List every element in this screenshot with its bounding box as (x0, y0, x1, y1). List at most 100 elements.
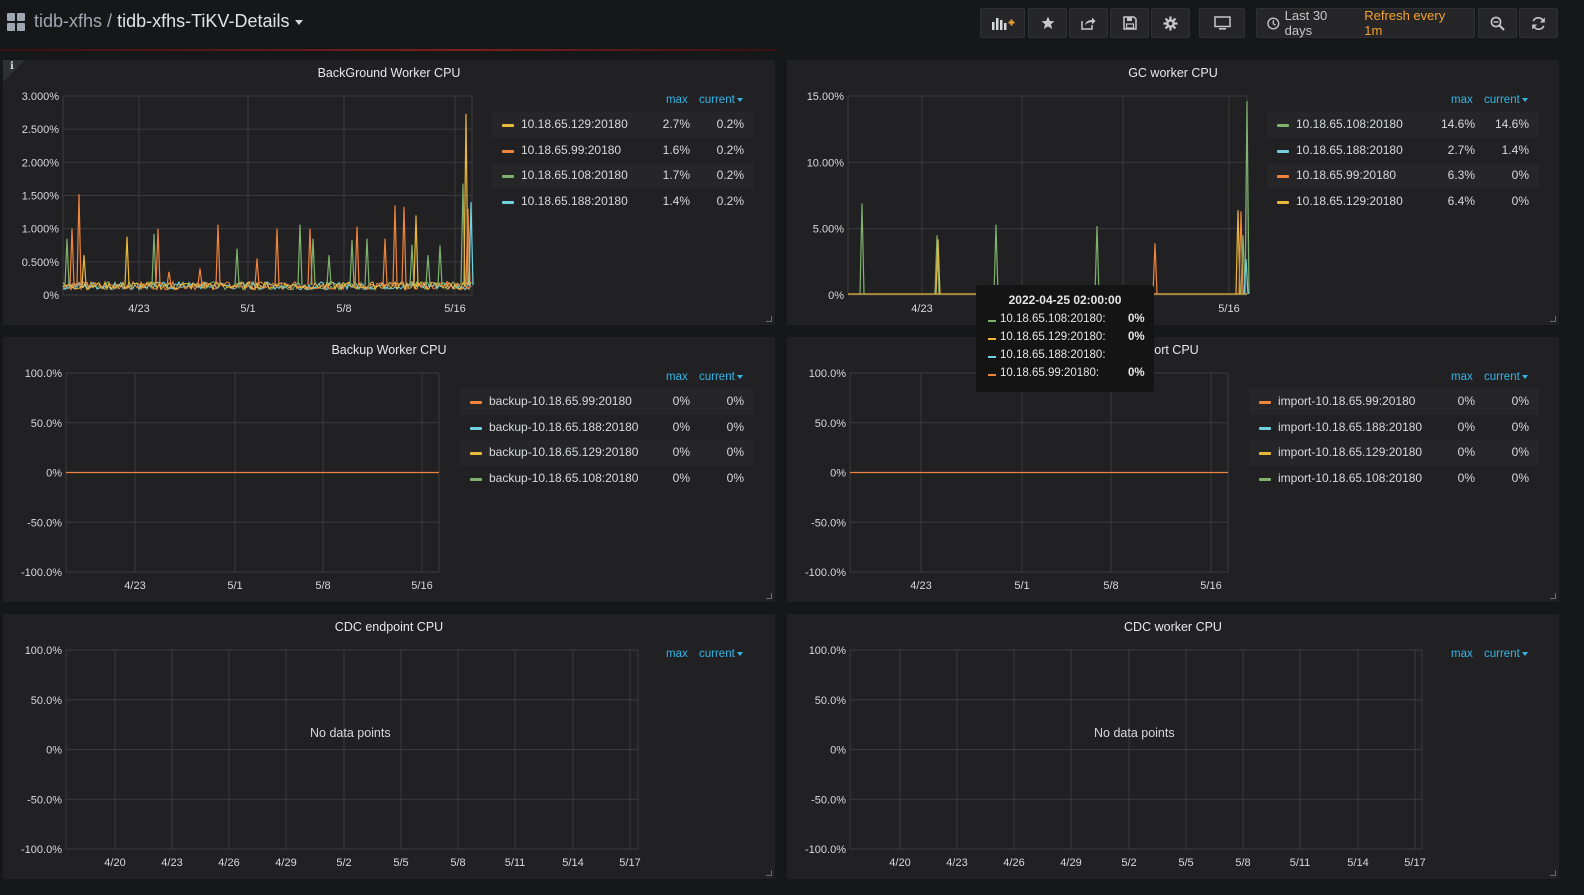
legend-sort-max[interactable]: max (666, 648, 688, 660)
graph-plot[interactable]: 100.0% 50.0% 0% -50.0% -100.0% 4/20 4/23 4/26 4/… (3, 614, 775, 879)
add-panel-button[interactable] (980, 8, 1025, 38)
series-spike (437, 245, 443, 286)
legend-item[interactable]: 10.18.65.99:20180 1.6% 0.2% (492, 138, 754, 164)
panel-title[interactable]: port CPU (1147, 343, 1199, 357)
graph-plot[interactable]: 3.000% 2.500% 2.000% 1.500% 1.000% 0.500% 0% 4/… (3, 60, 775, 325)
resize-handle[interactable] (1550, 316, 1556, 322)
panel-title[interactable]: GC worker CPU (1128, 66, 1218, 80)
tv-mode-button[interactable] (1199, 8, 1245, 38)
series-swatch (1259, 478, 1271, 482)
x-tick-label: 5/2 (1121, 857, 1136, 869)
legend-sort-current[interactable]: current (699, 371, 743, 383)
x-tick-label: 5/1 (227, 580, 242, 592)
folder-link[interactable]: tidb-xfhs (34, 11, 103, 31)
star-button[interactable] (1028, 8, 1067, 38)
series-spike (197, 268, 203, 286)
legend-sort-max[interactable]: max (666, 371, 688, 383)
legend-sort-current[interactable]: current (1484, 371, 1528, 383)
legend-item[interactable]: import-10.18.65.108:20180 0% 0% (1249, 466, 1539, 492)
info-icon[interactable]: i (10, 61, 14, 72)
legend-item[interactable]: 10.18.65.99:20180 6.3% 0% (1267, 163, 1539, 190)
settings-icon (1163, 15, 1178, 31)
resize-handle[interactable] (1550, 593, 1556, 599)
legend-sort-current[interactable]: current (699, 648, 743, 660)
legend-sort-current[interactable]: current (1484, 648, 1528, 660)
legend-item[interactable]: import-10.18.65.188:20180 0% 0% (1249, 415, 1539, 441)
time-range-picker[interactable]: Last 30 days Refresh every 1m (1256, 8, 1475, 38)
settings-button[interactable] (1151, 8, 1190, 38)
resize-handle[interactable] (766, 870, 772, 876)
series-spike (274, 228, 280, 286)
resize-handle[interactable] (766, 593, 772, 599)
graph-panel: i BackGround Worker CPU 3.000% 2.500% 2.000%… (3, 60, 775, 325)
legend-header: max current (1249, 371, 1539, 389)
legend-sort-max[interactable]: max (1451, 94, 1473, 106)
legend-item[interactable]: backup-10.18.65.99:20180 0% 0% (460, 389, 754, 415)
series-spike (1244, 101, 1250, 295)
series-swatch (470, 478, 482, 482)
legend-item[interactable]: 10.18.65.129:20180 6.4% 0% (1267, 189, 1539, 215)
tooltip-row: 10.18.65.129:20180: 0% (976, 331, 1154, 349)
save-button[interactable] (1110, 8, 1149, 38)
legend-sort-max[interactable]: max (1451, 648, 1473, 660)
panel-title[interactable]: BackGround Worker CPU (317, 66, 461, 80)
y-tick-label: 1.500% (22, 191, 60, 203)
series-spike (69, 228, 75, 286)
resize-handle[interactable] (766, 316, 772, 322)
legend-item[interactable]: import-10.18.65.99:20180 0% 0% (1249, 389, 1539, 415)
panel-title[interactable]: Backup Worker CPU (331, 343, 447, 357)
legend-current-value: 1.4% (1501, 142, 1529, 157)
breadcrumb[interactable]: tidb-xfhs / tidb-xfhs-TiKV-Details (34, 11, 304, 32)
legend-item[interactable]: 10.18.65.108:20180 14.6% 14.6% (1267, 112, 1539, 138)
x-tick-label: 5/11 (1290, 857, 1311, 869)
series-spike (124, 236, 130, 286)
y-tick-label: 3.000% (22, 91, 60, 103)
legend-item[interactable]: 10.18.65.188:20180 1.4% 0.2% (492, 189, 754, 215)
legend-item[interactable]: 10.18.65.108:20180 1.7% 0.2% (492, 163, 754, 190)
legend-header: max current (1267, 94, 1539, 112)
legend-max-value: 1.6% (662, 142, 690, 157)
legend-current-value: 0.2% (716, 117, 744, 131)
refresh-button[interactable] (1519, 8, 1558, 38)
series-swatch (502, 149, 514, 153)
tooltip-series-name: 10.18.65.129:20180: (1000, 331, 1106, 343)
legend-sort-max[interactable]: max (1451, 371, 1473, 383)
x-tick-label: 5/8 (336, 303, 351, 315)
legend-item[interactable]: 10.18.65.188:20180 2.7% 1.4% (1267, 138, 1539, 164)
y-tick-label: 0.500% (22, 257, 60, 269)
y-tick-label: 1.000% (22, 224, 60, 236)
zoom-out-button[interactable] (1478, 8, 1517, 38)
y-tick-label: 0% (828, 290, 844, 302)
chevron-down-icon[interactable] (295, 19, 304, 25)
sort-caret-icon (1521, 374, 1528, 379)
share-button[interactable] (1069, 8, 1108, 38)
legend-item[interactable]: backup-10.18.65.129:20180 0% 0% (460, 440, 754, 467)
series-swatch (470, 426, 482, 430)
legend-max-value: 6.4% (1447, 194, 1475, 209)
legend-series-name: 10.18.65.99:20180 (1296, 168, 1397, 183)
legend-current-value: 0.2% (716, 168, 744, 183)
panel-title[interactable]: CDC worker CPU (1124, 620, 1222, 634)
resize-handle[interactable] (1550, 870, 1556, 876)
dashboard-title[interactable]: tidb-xfhs-TiKV-Details (117, 11, 290, 31)
graph-plot[interactable]: 100.0% 50.0% 0% -50.0% -100.0% 4/23 5/1 5/8 5/16 (787, 337, 1559, 602)
legend-sort-current[interactable]: current (1484, 94, 1528, 106)
legend-current-label: current (1484, 94, 1520, 106)
legend-item[interactable]: backup-10.18.65.188:20180 0% 0% (460, 415, 754, 441)
panel-title[interactable]: CDC endpoint CPU (334, 620, 444, 634)
legend-item[interactable]: backup-10.18.65.108:20180 0% 0% (460, 466, 754, 492)
legend-sort-current[interactable]: current (699, 94, 743, 106)
panel-info-corner[interactable] (3, 60, 25, 82)
graph-legend: max current backup-10.18.65.99:20180 0% 0% ba… (460, 371, 754, 492)
legend-item[interactable]: import-10.18.65.129:20180 0% 0% (1249, 440, 1539, 467)
legend-sort-max[interactable]: max (666, 94, 688, 106)
graph-plot[interactable]: 100.0% 50.0% 0% -50.0% -100.0% 4/23 5/1 5/8 5/16 (3, 337, 775, 602)
graph-plot[interactable]: 100.0% 50.0% 0% -50.0% -100.0% 4/20 4/23 4/26 4/… (787, 614, 1559, 879)
legend-series-name: 10.18.65.108:20180 (1296, 117, 1403, 131)
legend-current-value: 0% (726, 394, 744, 408)
apps-icon[interactable] (7, 13, 25, 31)
y-tick-label: 0% (46, 745, 62, 757)
legend-item[interactable]: 10.18.65.129:20180 2.7% 0.2% (492, 112, 754, 138)
legend-current-label: current (699, 371, 735, 383)
x-tick-label: 5/1 (1014, 580, 1029, 592)
